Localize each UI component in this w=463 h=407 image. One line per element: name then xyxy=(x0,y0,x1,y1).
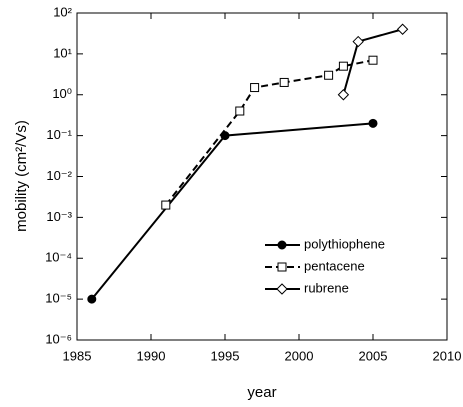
marker xyxy=(368,55,378,65)
marker xyxy=(396,23,409,35)
x-tick-label: 1985 xyxy=(63,348,92,363)
y-tick-label: 10² xyxy=(53,4,72,19)
y-tick-label: 10⁻⁴ xyxy=(45,250,72,265)
x-tick-label: 2000 xyxy=(285,348,314,363)
marker xyxy=(279,77,289,87)
marker xyxy=(277,240,287,250)
x-tick-label: 2010 xyxy=(433,348,462,363)
marker xyxy=(337,89,350,101)
legend-label: rubrene xyxy=(304,280,349,295)
marker xyxy=(338,61,348,71)
x-tick-label: 1995 xyxy=(211,348,240,363)
marker xyxy=(324,70,334,80)
y-tick-label: 10⁰ xyxy=(52,86,72,101)
x-axis-label: year xyxy=(247,384,276,401)
plot-frame xyxy=(76,12,448,341)
x-tick-label: 2005 xyxy=(359,348,388,363)
y-axis-label: mobility (cm²/Vs) xyxy=(13,120,30,232)
y-tick-label: 10⁻² xyxy=(46,168,72,183)
y-tick-label: 10⁻⁵ xyxy=(45,291,72,306)
y-tick-label: 10¹ xyxy=(53,45,72,60)
x-tick-label: 1990 xyxy=(137,348,166,363)
marker xyxy=(235,106,245,116)
marker xyxy=(368,118,378,128)
y-tick-label: 10⁻³ xyxy=(46,209,72,224)
marker xyxy=(161,200,171,210)
legend-label: pentacene xyxy=(304,258,365,273)
marker xyxy=(250,83,260,93)
y-tick-label: 10⁻⁶ xyxy=(45,331,72,346)
y-tick-label: 10⁻¹ xyxy=(46,127,72,142)
marker xyxy=(277,262,287,272)
marker xyxy=(352,35,364,48)
marker xyxy=(87,294,97,304)
legend-label: polythiophene xyxy=(304,236,385,251)
marker xyxy=(276,283,288,295)
